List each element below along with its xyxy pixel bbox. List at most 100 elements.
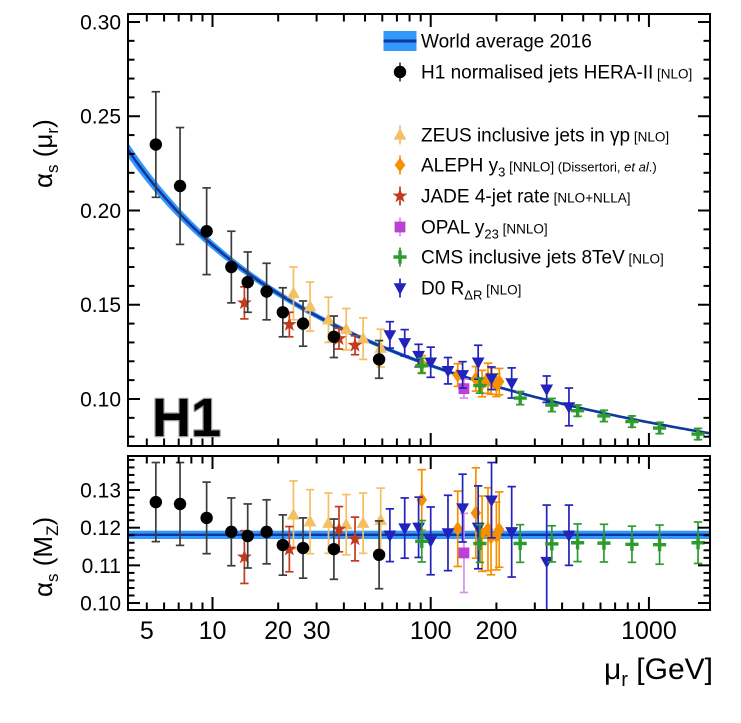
data-point-triangle-down: [412, 350, 425, 363]
data-point-circle: [173, 179, 187, 193]
data-point-plus: [393, 250, 407, 264]
svg-text:αs (MZ): αs (MZ): [28, 517, 62, 597]
data-point-triangle-down: [441, 366, 455, 378]
data-point-triangle-down: [540, 384, 554, 397]
data-point-triangle-down: [485, 373, 498, 386]
data-point-triangle-down: [424, 536, 438, 548]
y-tick-label: 0.25: [80, 106, 121, 129]
data-point-triangle-down: [485, 495, 498, 508]
legend-label: OPAL y23 [NNLO]: [421, 218, 548, 242]
data-point-triangle-down: [471, 357, 485, 370]
x-tick-label: 20: [264, 617, 292, 645]
y-tick-label: 0.13: [80, 480, 121, 503]
data-point-star: [392, 188, 408, 203]
data-point-circle: [200, 511, 213, 525]
data-point-circle: [260, 525, 273, 539]
data-point-diamond: [394, 157, 406, 173]
legend-label: H1 normalised jets HERA-II [NLO]: [421, 63, 692, 84]
data-point-star: [281, 541, 297, 556]
data-point-triangle-down: [456, 370, 469, 382]
x-tick-label: 200: [476, 617, 518, 645]
data-point-circle: [200, 225, 213, 238]
data-point-diamond: [493, 522, 505, 537]
legend-item-h1: H1 normalised jets HERA-II [NLO]: [393, 62, 692, 84]
data-point-diamond: [493, 374, 505, 390]
y-tick-label: 0.10: [80, 388, 121, 411]
data-point-plus: [545, 537, 559, 551]
data-point-triangle-down: [505, 527, 519, 539]
legend-item-world-average: World average 2016: [383, 31, 592, 53]
data-point-star: [236, 549, 252, 564]
data-point-triangle-up: [322, 516, 335, 528]
y-axis-ticks: 0.10 0.15 0.20 0.25 0.30: [80, 11, 709, 438]
data-point-plus: [597, 536, 611, 550]
x-tick-label: 100: [410, 617, 452, 645]
y-tick-label: 0.12: [80, 517, 121, 540]
data-point-plus: [545, 398, 559, 412]
x-tick-labels: 5 10 20 30 100 200 1000: [140, 617, 677, 645]
data-point-triangle-up: [356, 516, 370, 528]
data-point-plus: [652, 421, 667, 435]
data-point-diamond: [416, 492, 428, 508]
legend-item-cms: CMS inclusive jets 8TeV [NLO]: [393, 247, 664, 269]
legend-label: ALEPH y3 [NNLO] (Dissertori, et al.): [421, 156, 657, 180]
data-point-triangle-down: [540, 556, 554, 569]
data-point-star: [347, 337, 363, 352]
data-point-star: [281, 316, 297, 331]
series-h1: [149, 90, 386, 590]
data-point-plus: [691, 427, 705, 441]
svg-text:αs (μr): αs (μr): [28, 119, 62, 188]
bottom-panel-frame: [127, 455, 711, 611]
data-point-diamond: [470, 505, 482, 521]
legend-label: JADE 4-jet rate [NLO+NLLA]: [421, 187, 631, 208]
data-point-circle: [260, 285, 273, 298]
data-point-circle: [276, 306, 290, 319]
x-axis-ticks: [145, 457, 650, 609]
y-axis-title-bottom: αs (MZ): [28, 517, 62, 597]
data-point-plus: [625, 537, 639, 551]
data-point-circle: [241, 529, 254, 543]
data-point-star: [347, 531, 363, 546]
data-point-triangle-up: [393, 128, 407, 140]
data-point-circle: [327, 330, 341, 343]
data-point-triangle-up: [339, 517, 353, 530]
data-point-circle: [241, 275, 254, 289]
data-point-square: [394, 221, 406, 233]
data-point-triangle-up: [374, 513, 388, 525]
data-point-plus: [691, 536, 705, 550]
data-point-triangle-down: [383, 330, 397, 342]
data-point-plus: [570, 536, 585, 550]
legend-item-zeus: ZEUS inclusive jets in γp [NLO]: [393, 125, 669, 147]
data-point-triangle-up: [374, 341, 388, 353]
series-cms: [415, 357, 705, 566]
data-point-square: [458, 547, 470, 559]
data-point-circle: [149, 495, 163, 509]
data-point-triangle-down: [424, 357, 438, 370]
top-panel-frame: [127, 13, 711, 447]
data-point-circle: [327, 542, 341, 556]
legend-item-d0: D0 RΔR [NLO]: [393, 278, 521, 303]
data-point-circle: [372, 548, 386, 562]
data-point-triangle-up: [287, 507, 300, 520]
data-point-circle: [393, 65, 407, 79]
legend-item-opal: OPAL y23 [NNLO]: [394, 217, 548, 242]
data-point-triangle-down: [393, 283, 407, 295]
x-tick-label: 1000: [621, 617, 677, 645]
data-point-triangle-up: [356, 331, 370, 344]
y-tick-label: 0.15: [80, 294, 121, 317]
data-point-triangle-down: [456, 503, 469, 515]
y-tick-label: 0.20: [80, 200, 121, 223]
data-point-circle: [225, 525, 238, 539]
x-tick-label: 10: [199, 617, 227, 645]
x-axis-ticks: [145, 15, 650, 445]
data-point-plus: [513, 391, 527, 405]
series-opal: [458, 378, 470, 594]
data-point-circle: [296, 541, 310, 555]
y-tick-label: 0.30: [80, 11, 121, 34]
data-point-plus: [473, 536, 487, 551]
data-point-star: [236, 295, 252, 310]
data-point-triangle-up: [339, 322, 353, 334]
data-point-plus: [415, 534, 429, 548]
